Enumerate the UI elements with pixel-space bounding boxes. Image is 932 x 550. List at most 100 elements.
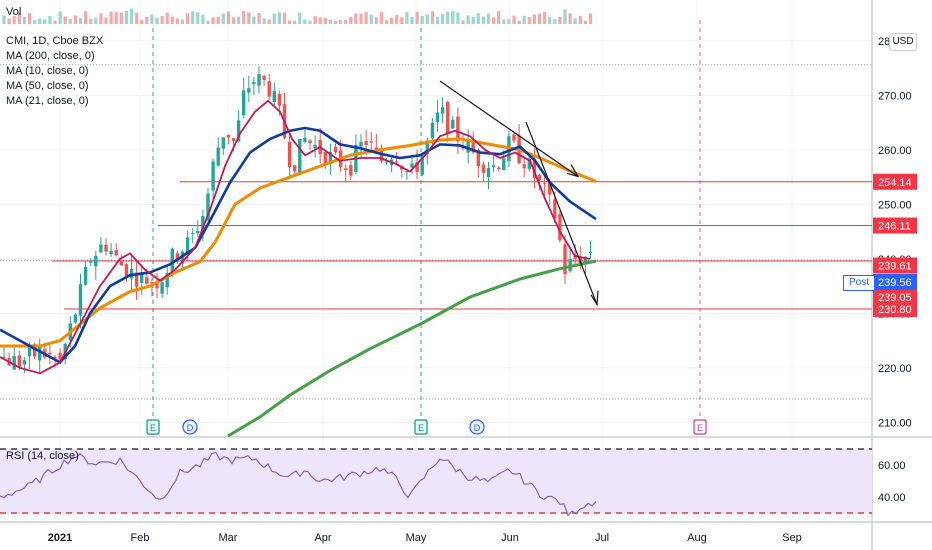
volume-bar <box>17 12 21 24</box>
event-marker-letter: D <box>474 423 481 433</box>
candle-body <box>201 215 205 230</box>
level-price-label: 246.11 <box>878 221 911 233</box>
candle-body <box>359 141 363 147</box>
volume-bar <box>78 18 83 24</box>
candle-body <box>527 158 531 170</box>
price-tick-label: 210.00 <box>878 417 912 429</box>
volume-bar <box>446 11 450 24</box>
volume-bar <box>430 11 434 24</box>
candle-body <box>216 147 220 166</box>
volume-bar <box>257 13 261 24</box>
candle-body <box>364 141 368 145</box>
candle-body <box>196 230 200 234</box>
volume-bar <box>99 13 103 24</box>
volume-bar <box>395 14 399 24</box>
volume-bar <box>155 17 159 24</box>
volume-bar <box>237 16 241 24</box>
candle-body <box>405 171 409 173</box>
candle-body <box>99 244 103 253</box>
volume-bar <box>354 13 358 24</box>
volume-bar <box>507 19 511 24</box>
candle-body <box>231 138 236 141</box>
candle-body <box>83 266 88 285</box>
candle-body <box>303 137 307 142</box>
level-price-label: 230.80 <box>878 304 912 316</box>
currency-button[interactable]: USD <box>889 33 917 51</box>
level-price-tag <box>873 217 917 234</box>
legend-ma50[interactable]: MA (50, close, 0) <box>6 80 89 92</box>
legend-ma21[interactable]: MA (21, close, 0) <box>6 95 89 107</box>
volume-bar <box>476 13 480 24</box>
candle-body <box>420 155 424 175</box>
volume-bar <box>313 16 317 24</box>
volume-bar <box>272 14 276 24</box>
candle-body <box>170 248 174 273</box>
legend-ma200[interactable]: MA (200, close, 0) <box>6 50 95 62</box>
candle-body <box>349 165 353 176</box>
dividend-marker <box>469 419 485 435</box>
volume-bar <box>527 17 531 24</box>
candle-body <box>160 282 164 294</box>
volume-bar <box>68 19 72 24</box>
candle-body <box>497 167 501 170</box>
event-marker-letter: E <box>418 423 424 433</box>
candle-body <box>491 165 496 168</box>
volume-bar <box>135 12 139 24</box>
post-tag: Post <box>843 275 875 291</box>
volume-bar <box>369 14 373 24</box>
volume-bar <box>145 16 149 24</box>
volume-bar <box>435 16 440 24</box>
time-tick-label: Jun <box>501 532 519 544</box>
candle-body <box>104 244 108 252</box>
candle-body <box>563 244 567 275</box>
rsi-label[interactable]: RSI (14, close) <box>6 450 79 462</box>
volume-bar <box>293 20 297 24</box>
candle-body <box>486 167 491 177</box>
volume-bar <box>492 17 496 24</box>
candle-body <box>206 193 210 221</box>
event-marker-letter: D <box>187 423 194 433</box>
candle-body <box>435 112 440 123</box>
price-tick-label: 270.00 <box>878 90 912 102</box>
volume-bar <box>543 11 547 24</box>
volume-bar <box>242 11 246 24</box>
dividend-marker <box>182 419 198 435</box>
volume-bar <box>43 19 47 24</box>
volume-bar <box>191 11 195 24</box>
volume-bar <box>568 13 572 24</box>
volume-label: Vol <box>6 6 22 18</box>
candle-body <box>175 253 180 260</box>
volume-bar <box>196 12 200 24</box>
rsi-tick-label: 60.00 <box>878 460 906 472</box>
candle-body <box>272 91 276 103</box>
volume-bar <box>140 20 144 24</box>
volume-bar <box>344 19 348 24</box>
candle-body <box>38 346 42 361</box>
candle-body <box>333 146 338 153</box>
candle-body <box>124 264 129 278</box>
volume-bar <box>48 16 52 24</box>
rsi-line <box>0 451 597 517</box>
candle-body <box>313 144 317 149</box>
event-marker-letter: E <box>697 423 703 433</box>
candle-body <box>537 174 542 181</box>
volume-bar <box>84 11 88 24</box>
volume-bar <box>364 11 368 24</box>
candle-body <box>298 138 302 174</box>
legend-title[interactable]: CMI, 1D, Cboe BZX <box>6 35 104 47</box>
volume-bar <box>486 13 491 24</box>
volume-bar <box>318 17 322 24</box>
volume-bar <box>405 11 409 24</box>
arrow-head <box>566 164 580 178</box>
candle-body <box>476 149 480 167</box>
candle-body <box>221 137 225 149</box>
candle-body <box>548 181 552 195</box>
ma200-line <box>227 259 597 438</box>
candle-body <box>553 199 557 219</box>
legend-ma10[interactable]: MA (10, close, 0) <box>6 65 89 77</box>
candle-body <box>471 140 475 153</box>
candle-body <box>78 284 83 316</box>
volume-bar <box>216 17 220 24</box>
